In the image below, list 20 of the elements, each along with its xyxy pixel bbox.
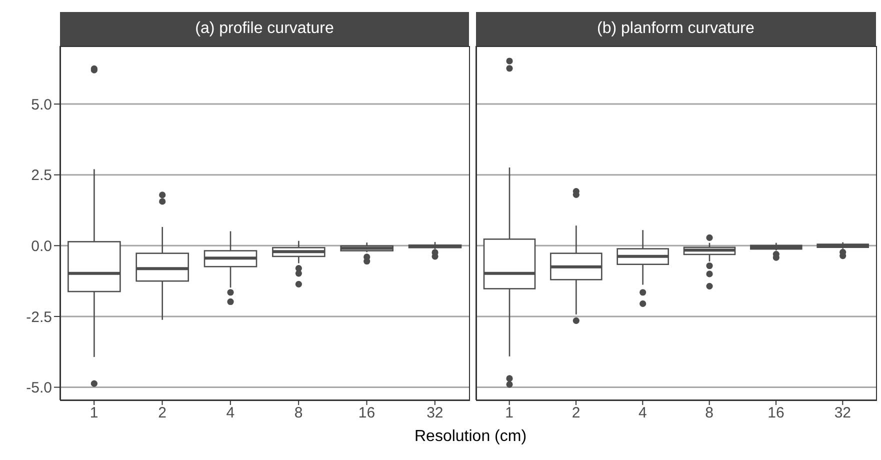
x-tick-label: 8: [704, 404, 714, 422]
x-tick-label: 32: [426, 404, 444, 422]
x-tick-label: 16: [767, 404, 784, 422]
y-tick-label: 0.0: [31, 238, 52, 255]
y-tick-label: 2.5: [31, 167, 52, 184]
x-tick-label: 1: [504, 404, 514, 422]
x-tick-label: 32: [834, 404, 851, 422]
x-tick-label: 8: [294, 404, 303, 422]
x-axis-title: Resolution (cm): [413, 428, 528, 446]
y-tick-label: 5.0: [31, 96, 52, 114]
y-tick-label: -5.0: [26, 380, 52, 397]
x-tick-label: 2: [572, 404, 580, 422]
x-tick-label: 16: [358, 404, 376, 422]
chart-title: (b) planform curvature: [476, 12, 876, 46]
chart-title: (a) profile curvature: [60, 12, 469, 46]
x-tick-label: 4: [638, 404, 647, 422]
y-tick-label: -2.5: [26, 308, 52, 326]
x-tick-label: 2: [158, 404, 166, 422]
x-tick-label: 1: [90, 404, 98, 422]
x-tick-label: 4: [226, 404, 235, 422]
